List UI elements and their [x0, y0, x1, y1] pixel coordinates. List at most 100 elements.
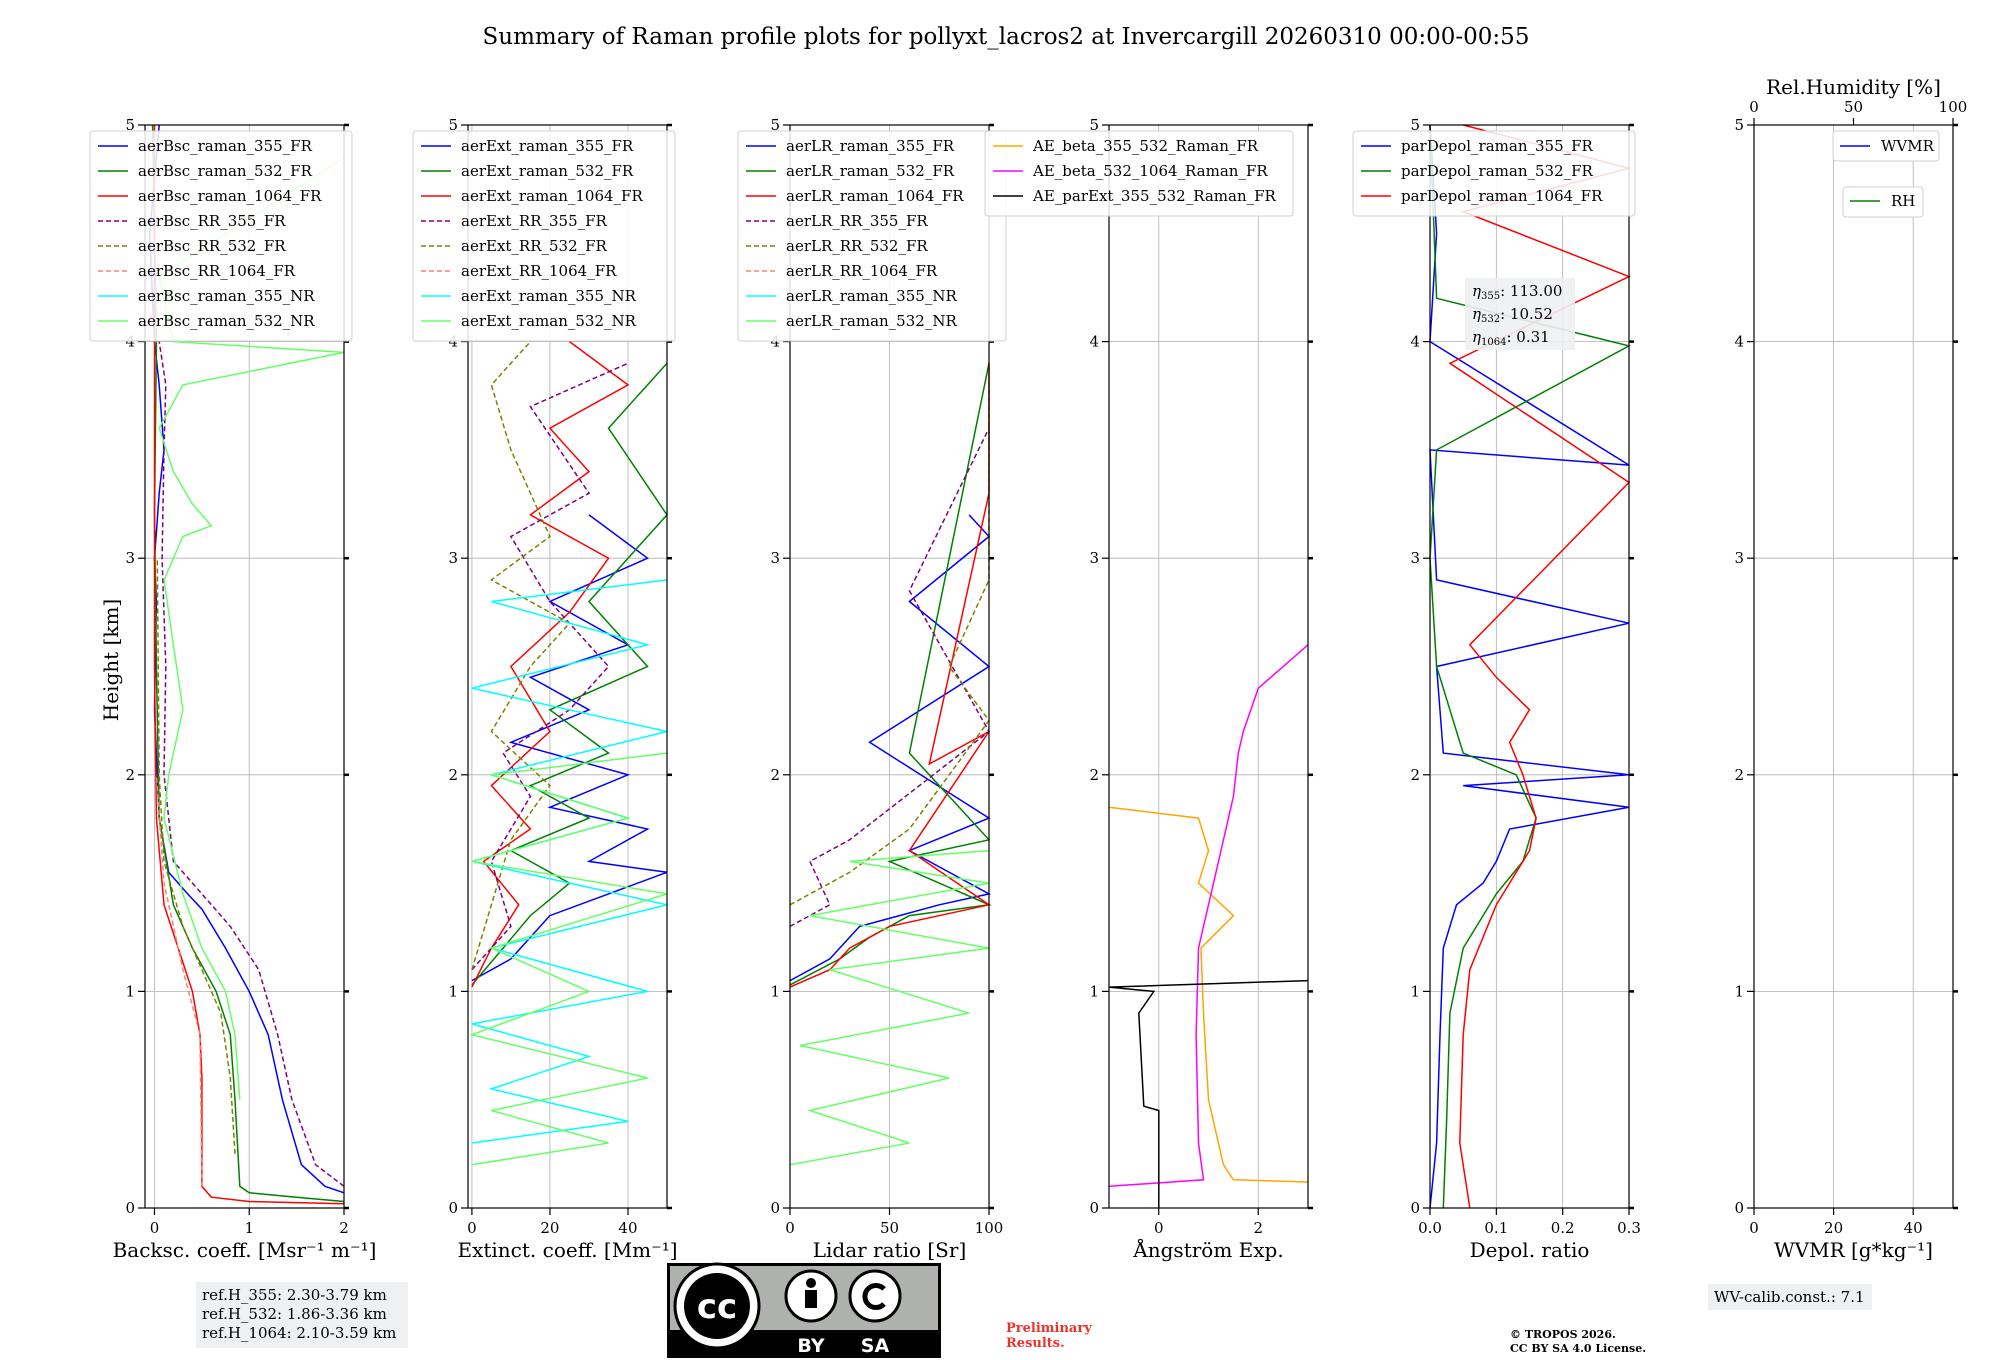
x-tick-label: 2: [1253, 1219, 1263, 1237]
series-line-aerExt_raman_355_NR: [471, 579, 668, 1144]
x-tick-label: 0.0: [1418, 1219, 1442, 1237]
series-line-parDepol_raman_532_FR: [1429, 124, 1632, 1209]
x-tick-label: 20: [540, 1219, 559, 1237]
legend: parDepol_raman_355_FR parDepol_raman_532_…: [1352, 130, 1636, 217]
y-tick-label: 1: [125, 982, 135, 1000]
top-x-tick-label: 100: [1939, 98, 1968, 116]
axes-frame: [1753, 124, 1954, 1209]
wv-calib-box: WV-calib.const.: 7.1: [1708, 1284, 1872, 1310]
y-tick-label: 3: [770, 549, 780, 567]
legend-entry: aerExt_raman_1064_FR: [461, 187, 643, 205]
legend-entry: aerBsc_RR_1064_FR: [138, 262, 296, 280]
x-tick-label: 40: [1904, 1219, 1923, 1237]
x-tick-label: 100: [975, 1219, 1004, 1237]
panel-5: 0 1 2 3 4 5 0.0 0.1 0.2 0.3 Depol. ratio parDepol_r…: [1352, 116, 1641, 1262]
y-tick-label: 1: [1410, 982, 1420, 1000]
preliminary-line1: Preliminary: [1006, 1321, 1092, 1336]
x-axis-label: WVMR [g*kg⁻¹]: [1774, 1238, 1933, 1262]
x-tick-label: 0.1: [1484, 1219, 1508, 1237]
legend-box: [984, 130, 1294, 217]
legend-entry: aerExt_raman_355_FR: [461, 137, 634, 155]
axes-frame: [1108, 124, 1309, 1209]
x-tick-label: 0.2: [1551, 1219, 1575, 1237]
y-tick-label: 3: [1089, 549, 1099, 567]
legend-entry: aerLR_raman_532_FR: [786, 162, 955, 180]
legend: aerExt_raman_355_FR aerExt_raman_532_FRae…: [412, 130, 676, 342]
series-line-parDepol_raman_355_FR: [1429, 124, 1630, 1209]
figure-title: Summary of Raman profile plots for polly…: [483, 24, 1530, 50]
eta-355: η355: 113.00: [1472, 282, 1562, 302]
y-axis-label: Height [km]: [99, 599, 123, 721]
y-tick-label: 1: [448, 982, 458, 1000]
cc-license-badge: cc BY SA: [667, 1262, 941, 1358]
x-tick-label: 20: [1824, 1219, 1843, 1237]
y-tick-label: 5: [1734, 116, 1744, 134]
series-line-aerLR_RR_355_FR: [789, 427, 990, 928]
y-tick-label: 2: [1089, 766, 1099, 784]
series-line-AE_beta_532_1064_Raman_FR: [1108, 644, 1309, 1188]
refh-box: ref.H_355: 2.30-3.79 km ref.H_532: 1.86-…: [196, 1282, 408, 1348]
sa-text: SA: [861, 1335, 890, 1357]
legend-entry: aerLR_RR_355_FR: [786, 212, 928, 230]
eta-annotation: η355: 113.00 η532: 10.52 η1064: 0.31: [1465, 278, 1575, 350]
legend-entry: aerBsc_raman_355_NR: [138, 287, 315, 305]
legend-entry: parDepol_raman_1064_FR: [1401, 187, 1603, 205]
by-text: BY: [797, 1335, 824, 1357]
x-tick-label: 2: [339, 1219, 349, 1237]
copyright-line1: © TROPOS 2026.: [1510, 1328, 1616, 1341]
x-tick-label: 0: [1749, 1219, 1759, 1237]
series-line-aerBsc_raman_532_NR: [158, 156, 345, 1100]
legend-entry: aerLR_raman_355_FR: [786, 137, 955, 155]
legend-entry: parDepol_raman_355_FR: [1401, 137, 1594, 155]
x-tick-label: 0: [785, 1219, 795, 1237]
y-tick-label: 4: [1734, 333, 1744, 351]
top-x-tick-label: 0: [1749, 98, 1759, 116]
y-tick-label: 4: [1410, 333, 1420, 351]
y-tick-label: 4: [770, 333, 780, 351]
eta-box: [1465, 278, 1575, 350]
top-x-tick-label: 50: [1844, 98, 1863, 116]
refh-355: ref.H_355: 2.30-3.79 km: [202, 1286, 387, 1304]
legend-entry: aerLR_RR_1064_FR: [786, 262, 938, 280]
y-tick-label: 0: [1089, 1199, 1099, 1217]
y-tick-label: 0: [770, 1199, 780, 1217]
copyright-line2: CC BY SA 4.0 License.: [1510, 1342, 1646, 1355]
sa-icon: [848, 1269, 902, 1323]
legend-entry: RH: [1891, 192, 1915, 210]
x-tick-label: 40: [618, 1219, 637, 1237]
y-tick-label: 2: [770, 766, 780, 784]
x-axis-label: Ångström Exp.: [1132, 1237, 1283, 1262]
legend-entry: AE_beta_355_532_Raman_FR: [1032, 137, 1259, 155]
eta-532: η532: 10.52: [1472, 305, 1553, 325]
y-tick-label: 3: [1410, 549, 1420, 567]
x-tick-label: 50: [880, 1219, 899, 1237]
wv-calib-bg: [1708, 1284, 1872, 1310]
legend-box: [1842, 186, 1924, 218]
y-tick-label: 5: [1410, 116, 1420, 134]
y-tick-label: 1: [770, 982, 780, 1000]
x-axis-label: Depol. ratio: [1470, 1238, 1590, 1262]
legend-entry: aerLR_raman_532_NR: [786, 312, 957, 330]
legend-entry: aerLR_raman_1064_FR: [786, 187, 964, 205]
x-tick-label: 0: [1154, 1219, 1164, 1237]
sa-arrow-icon: [862, 1283, 886, 1310]
y-tick-label: 1: [1734, 982, 1744, 1000]
y-tick-label: 0: [125, 1199, 135, 1217]
legend-entry: parDepol_raman_532_FR: [1401, 162, 1594, 180]
y-tick-label: 0: [1410, 1199, 1420, 1217]
axes-frame: [144, 124, 345, 1209]
by-person-head: [806, 1278, 816, 1288]
x-axis-label: Extinct. coeff. [Mm⁻¹]: [457, 1238, 677, 1262]
legend-entry: aerBsc_raman_532_NR: [138, 312, 315, 330]
legend-box: [89, 130, 353, 342]
x-axis-label: Lidar ratio [Sr]: [813, 1238, 967, 1262]
series-line-aerLR_raman_532_NR: [789, 849, 990, 1166]
y-tick-label: 5: [448, 116, 458, 134]
series-line-aerExt_raman_1064_FR: [471, 340, 630, 988]
x-tick-label: 0.3: [1617, 1219, 1641, 1237]
y-tick-label: 2: [125, 766, 135, 784]
